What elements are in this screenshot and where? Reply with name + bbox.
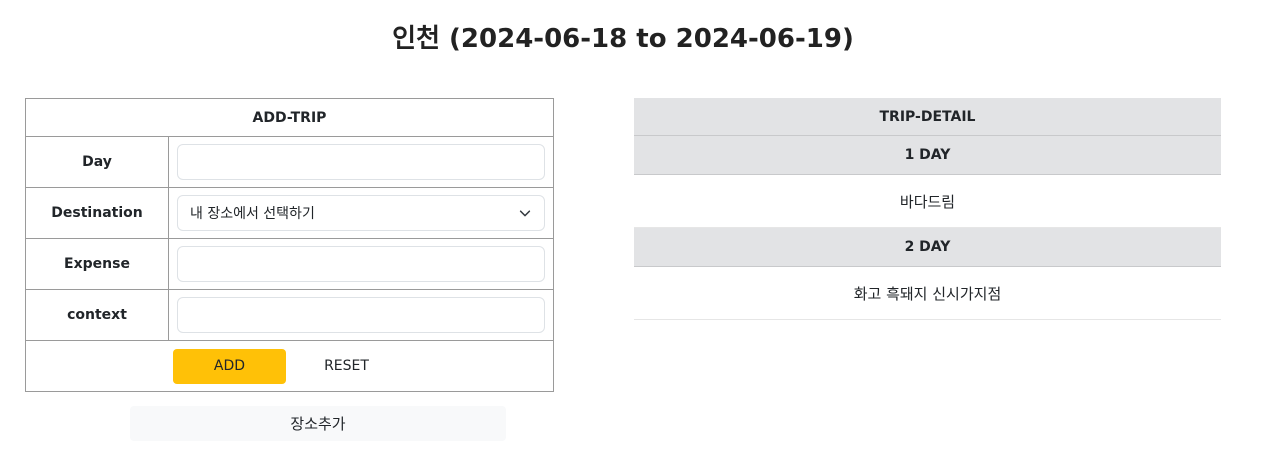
expense-row: Expense bbox=[26, 239, 553, 290]
expense-label: Expense bbox=[26, 239, 169, 289]
destination-selected-value: 내 장소에서 선택하기 bbox=[190, 206, 315, 222]
context-input[interactable] bbox=[177, 297, 545, 333]
destination-row: Destination 내 장소에서 선택하기 bbox=[26, 188, 553, 239]
trip-detail-header: TRIP-DETAIL bbox=[634, 98, 1221, 136]
destination-label: Destination bbox=[26, 188, 169, 238]
page-title: 인천 (2024-06-18 to 2024-06-19) bbox=[392, 24, 854, 54]
day-1-item: 바다드림 bbox=[634, 175, 1221, 228]
trip-detail-panel: TRIP-DETAIL 1 DAY 바다드림 2 DAY 화고 흑돼지 신시가지… bbox=[634, 98, 1221, 320]
day-label: Day bbox=[26, 137, 169, 187]
context-row: context bbox=[26, 290, 553, 341]
add-trip-form: ADD-TRIP Day Destination 내 장소에서 선택하기 Exp… bbox=[25, 98, 554, 392]
add-trip-header: ADD-TRIP bbox=[26, 99, 553, 137]
day-row: Day bbox=[26, 137, 553, 188]
destination-select[interactable]: 내 장소에서 선택하기 bbox=[177, 195, 545, 231]
expense-input[interactable] bbox=[177, 246, 545, 282]
day-2-header: 2 DAY bbox=[634, 228, 1221, 267]
add-place-button[interactable]: 장소추가 bbox=[130, 406, 506, 441]
day-input[interactable] bbox=[177, 144, 545, 180]
chevron-down-icon bbox=[519, 210, 531, 217]
day-1-header: 1 DAY bbox=[634, 136, 1221, 175]
day-2-item: 화고 흑돼지 신시가지점 bbox=[634, 267, 1221, 320]
context-label: context bbox=[26, 290, 169, 340]
form-actions: ADD RESET bbox=[26, 341, 553, 391]
add-button[interactable]: ADD bbox=[173, 348, 286, 384]
reset-button[interactable]: RESET bbox=[290, 349, 403, 384]
